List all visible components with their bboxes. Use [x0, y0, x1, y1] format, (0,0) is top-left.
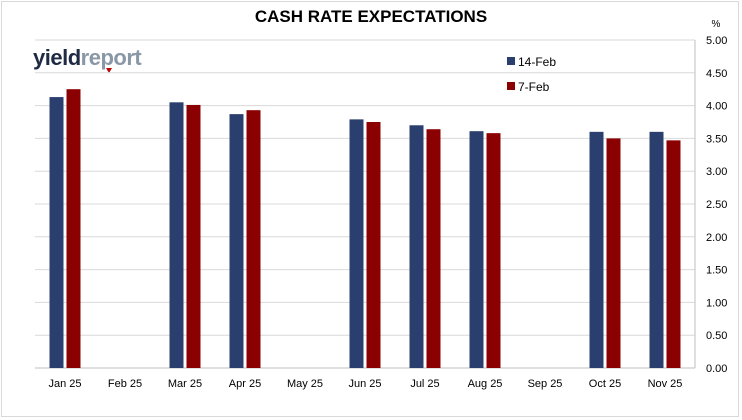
x-tick-label: Jul 25 — [410, 378, 439, 390]
x-tick-label: Jun 25 — [348, 378, 381, 390]
bar — [666, 140, 681, 368]
y-tick-label: 4.50 — [706, 68, 727, 80]
legend-label: 14-Feb — [518, 55, 556, 69]
bar — [229, 114, 244, 369]
legend-swatch — [507, 82, 515, 90]
legend-swatch — [507, 57, 515, 65]
y-tick-label: 3.00 — [706, 166, 727, 178]
bar — [366, 122, 381, 368]
x-tick-label: Feb 25 — [108, 378, 142, 390]
x-tick-label: Sep 25 — [528, 378, 563, 390]
bar — [49, 97, 64, 369]
x-tick-label: Nov 25 — [648, 378, 683, 390]
bar — [606, 138, 621, 368]
x-tick-label: Aug 25 — [468, 378, 503, 390]
bar — [349, 119, 364, 368]
y-tick-label: 0.00 — [706, 363, 727, 375]
x-tick-label: Jan 25 — [48, 378, 81, 390]
x-tick-label: Mar 25 — [168, 378, 202, 390]
y-tick-label: 5.00 — [706, 35, 727, 47]
bar — [649, 131, 664, 368]
bar — [409, 125, 424, 368]
bar — [486, 133, 501, 368]
y-tick-label: 0.50 — [706, 330, 727, 342]
y-tick-label: 3.50 — [706, 133, 727, 145]
y-tick-label: 2.50 — [706, 199, 727, 211]
bar — [246, 110, 261, 368]
y-tick-label: 1.00 — [706, 297, 727, 309]
bar — [469, 131, 484, 368]
legend-label: 7-Feb — [518, 80, 550, 94]
y-tick-label: 1.50 — [706, 265, 727, 277]
bar — [169, 102, 184, 368]
chart-title: CASH RATE EXPECTATIONS — [254, 7, 488, 26]
y-tick-label: 4.00 — [706, 101, 727, 113]
y-axis-unit: % — [712, 19, 721, 30]
bar — [66, 89, 81, 368]
logo-mark-icon — [106, 68, 112, 73]
bar — [589, 131, 604, 368]
x-tick-label: Apr 25 — [229, 378, 261, 390]
x-tick-label: May 25 — [287, 378, 323, 390]
bar — [426, 129, 441, 368]
x-tick-label: Oct 25 — [589, 378, 621, 390]
y-tick-label: 2.00 — [706, 232, 727, 244]
yieldreport-logo: yieldreport — [33, 45, 142, 70]
bar — [186, 104, 201, 368]
